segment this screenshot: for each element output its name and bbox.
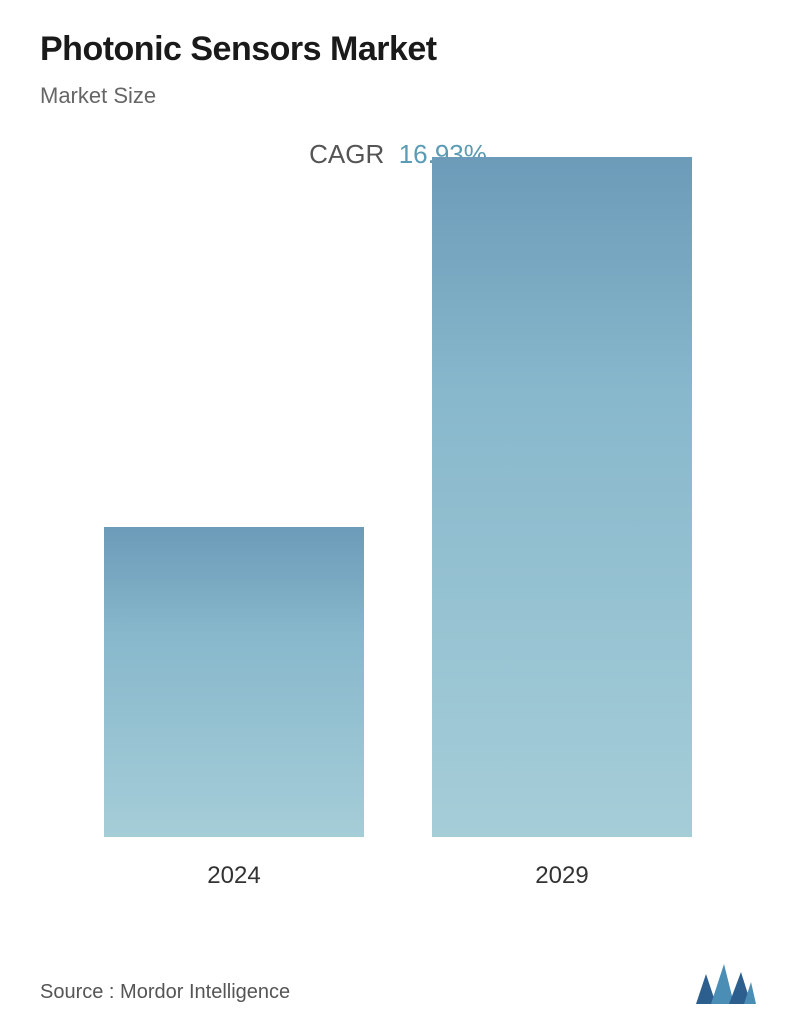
bar-2024 — [104, 527, 364, 837]
chart-title: Photonic Sensors Market — [40, 30, 756, 69]
chart-subtitle: Market Size — [40, 83, 756, 109]
source-name: Mordor Intelligence — [120, 981, 290, 1003]
bar-group-2024: 2024 — [104, 527, 364, 890]
bar-2029 — [432, 157, 692, 837]
mordor-logo-icon — [696, 964, 756, 1004]
bar-chart: 2024 2029 — [40, 210, 756, 890]
bar-group-2029: 2029 — [432, 157, 692, 890]
chart-footer: Source : Mordor Intelligence — [40, 964, 756, 1004]
cagr-label: CAGR — [309, 139, 384, 169]
bar-label-2024: 2024 — [207, 862, 260, 890]
source-text: Source : Mordor Intelligence — [40, 981, 290, 1004]
source-label: Source : — [40, 981, 114, 1003]
bar-label-2029: 2029 — [535, 862, 588, 890]
